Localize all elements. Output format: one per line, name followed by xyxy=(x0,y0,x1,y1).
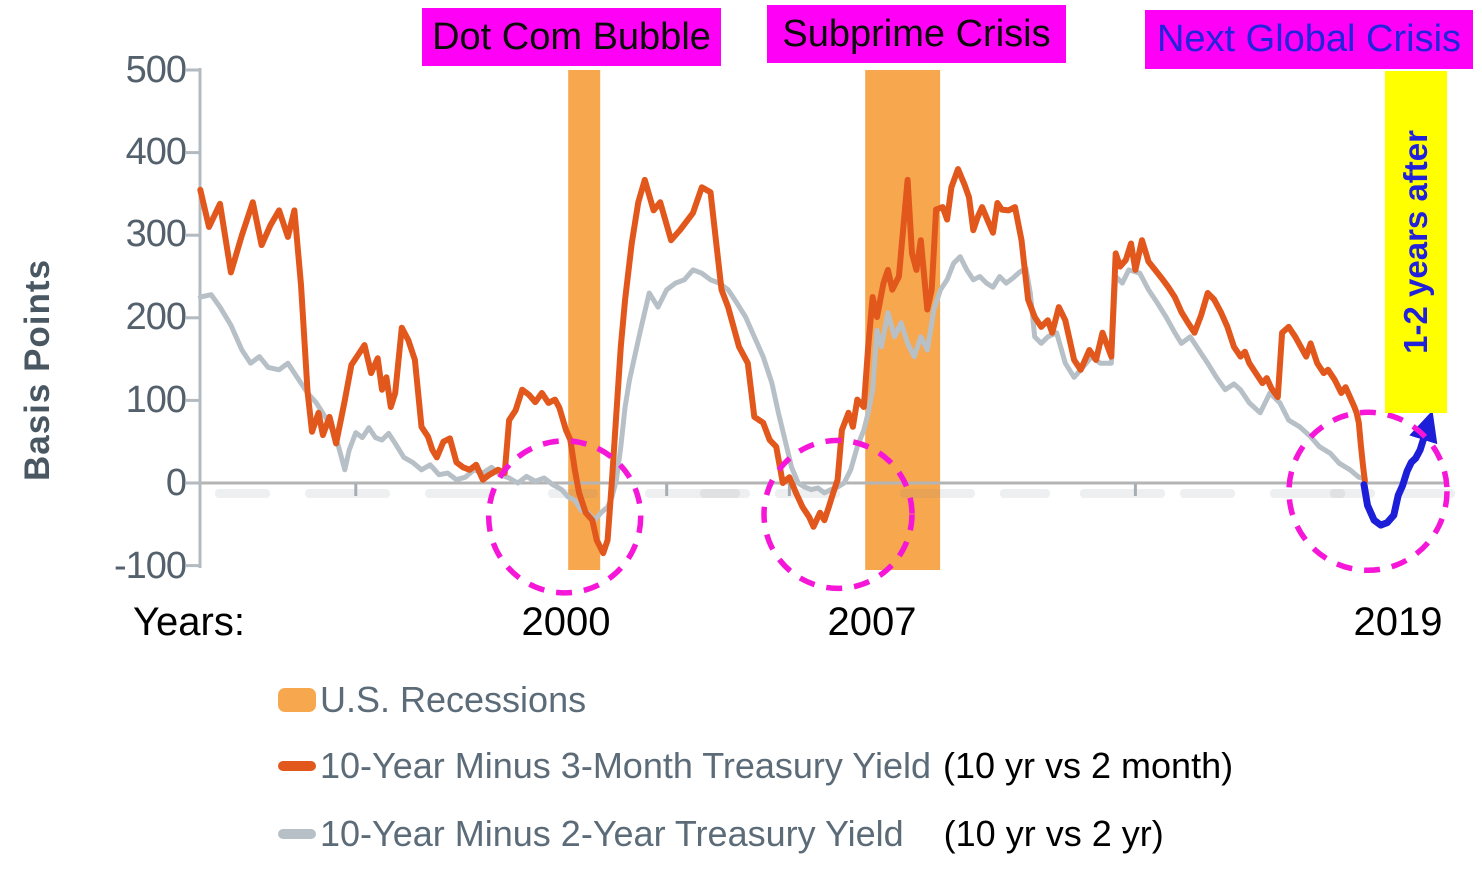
recession-band xyxy=(568,70,601,570)
x-label-2007: 2007 xyxy=(827,600,917,644)
y-tick-0: 0 xyxy=(165,462,187,504)
axis-smudge xyxy=(645,489,750,498)
recession-band-swatch xyxy=(278,688,316,712)
inversion-circle xyxy=(485,438,644,596)
axis-smudge xyxy=(215,489,270,498)
series-10y-minus-2y xyxy=(197,254,1368,523)
series-10y-minus-3m xyxy=(197,166,1368,557)
legend-note-10y-3m: (10 yr vs 2 month) xyxy=(942,745,1234,786)
y-tick-neg100: -100 xyxy=(113,545,187,587)
legend-label-recessions: U.S. Recessions xyxy=(320,679,587,720)
axis-smudge xyxy=(1395,489,1455,498)
annotation-years-after-strip: 1-2 years after xyxy=(1385,71,1447,413)
gray-line-swatch xyxy=(278,829,316,839)
axis-smudge xyxy=(305,489,390,498)
annotation-next-global-crisis: Next Global Crisis xyxy=(1145,10,1473,69)
inversion-circle xyxy=(1286,409,1450,574)
y-axis-title: Basis Points xyxy=(18,258,57,482)
y-tick-500: 500 xyxy=(125,49,187,91)
legend-label-10y-3m: 10-Year Minus 3-Month Treasury Yield xyxy=(320,745,931,786)
y-tick-200: 200 xyxy=(125,296,187,338)
axis-smudge xyxy=(700,489,740,498)
legend-item-recessions: U.S. Recessions xyxy=(278,679,587,720)
x-label-2000: 2000 xyxy=(521,600,611,644)
annotation-subprime-crisis: Subprime Crisis xyxy=(767,5,1066,63)
axis-smudge xyxy=(425,489,495,498)
axis-smudge xyxy=(1180,489,1235,498)
y-tick-300: 300 xyxy=(125,213,187,255)
legend-item-10y-2y: 10-Year Minus 2-Year Treasury Yield (10 … xyxy=(278,813,1164,854)
axis-smudge xyxy=(900,489,975,498)
axis-smudge xyxy=(1000,489,1050,498)
x-axis-prefix: Years: xyxy=(133,600,245,644)
legend-note-10y-2y: (10 yr vs 2 yr) xyxy=(943,813,1164,854)
x-label-2019: 2019 xyxy=(1353,600,1443,644)
legend-item-10y-3m: 10-Year Minus 3-Month Treasury Yield (10… xyxy=(278,745,1234,786)
legend-label-10y-2y: 10-Year Minus 2-Year Treasury Yield xyxy=(320,813,904,854)
y-tick-400: 400 xyxy=(125,131,187,173)
inversion-circle xyxy=(761,437,915,592)
y-tick-100: 100 xyxy=(125,379,187,421)
recession-band xyxy=(865,70,941,570)
axis-smudge xyxy=(1270,489,1345,498)
axis-smudge xyxy=(1080,489,1165,498)
annotation-years-after-text: 1-2 years after xyxy=(1397,130,1434,354)
series-projection-arrow xyxy=(1360,410,1438,529)
orange-line-swatch xyxy=(278,761,316,771)
annotation-dot-com-bubble: Dot Com Bubble xyxy=(422,8,721,66)
